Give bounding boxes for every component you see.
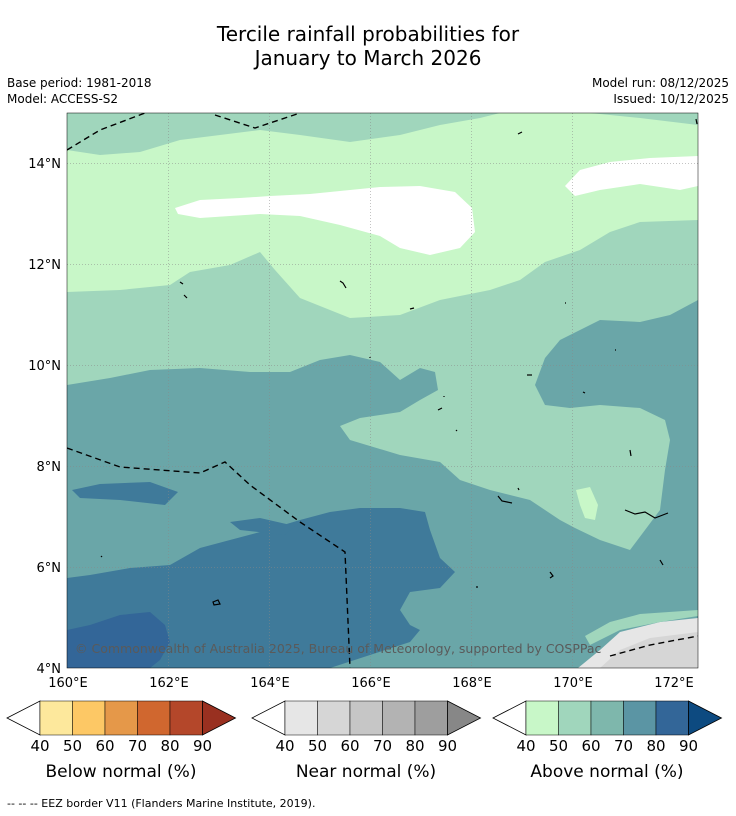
colorbar-below-tick: 40 [30, 737, 49, 755]
colorbar-near-segment [349, 700, 383, 736]
issued-date: Issued: 10/12/2025 [613, 92, 729, 106]
colorbar-above-segment [655, 700, 689, 736]
colorbar-above-tick: 40 [516, 737, 535, 755]
colorbar-above-segment [525, 700, 559, 736]
colorbar-near-extend-low [251, 700, 286, 736]
colorbar-below-segment [72, 700, 106, 736]
colorbar-above-segment [590, 700, 624, 736]
lat-label-6n: 6°N [37, 561, 62, 576]
colorbar-below-tick: 50 [63, 737, 82, 755]
band-above-50-top-right [590, 113, 698, 125]
map-frame [66, 112, 699, 669]
colorbar-near-tick: 80 [405, 737, 424, 755]
colorbar-below-tick: 60 [95, 737, 114, 755]
band-above-50-top [67, 113, 500, 155]
colorbar-below-tick: 90 [193, 737, 212, 755]
colorbar-near-segment [382, 700, 416, 736]
colorbar-near-tick: 40 [275, 737, 294, 755]
graticule [67, 113, 698, 668]
band-above-80 [67, 612, 170, 668]
lat-label-12n: 12°N [28, 258, 61, 273]
colorbar-near-segment [414, 700, 448, 736]
colorbar-above-tick: 50 [549, 737, 568, 755]
colorbar-below-segment [137, 700, 171, 736]
colorbar-below-tick: 80 [160, 737, 179, 755]
colorbar-above-tick: 80 [646, 737, 665, 755]
colorbar-above-extend-high [688, 700, 723, 736]
colorbar-below-tick: 70 [128, 737, 147, 755]
colorbar-near-extend-high [447, 700, 482, 736]
band-above-70-left [72, 482, 178, 505]
band-above-40-islet [576, 487, 598, 520]
colorbar-near-segment [317, 700, 351, 736]
lon-label-160e: 160°E [48, 676, 88, 691]
islands [100, 118, 698, 606]
colorbar-title-below: Below normal (%) [45, 762, 197, 782]
no-signal-area-2 [565, 156, 698, 196]
colorbar-above-tick: 60 [581, 737, 600, 755]
colorbar-near-tick: 70 [373, 737, 392, 755]
no-signal-area-1 [175, 186, 475, 255]
meta-right: Model run: 08/12/2025 Issued: 10/12/2025 [592, 75, 729, 107]
base-period: Base period: 1981-2018 [7, 76, 152, 90]
colorbar-near-tick: 90 [438, 737, 457, 755]
colorbar-below-segment [104, 700, 138, 736]
band-above-70-strip [230, 518, 295, 535]
band-above-50-corner [585, 610, 698, 645]
model-run: Model run: 08/12/2025 [591, 76, 729, 90]
lon-label-164e: 164°E [250, 676, 290, 691]
colorbar-above-tick: 70 [614, 737, 633, 755]
colorbar-near-tick: 50 [308, 737, 327, 755]
lon-label-162e: 162°E [149, 676, 189, 691]
title-line-1: Tercile rainfall probabilities for [216, 22, 520, 46]
colorbar-above-tick: 90 [679, 737, 698, 755]
lon-label-166e: 166°E [351, 676, 391, 691]
colorbar-below-extend-low [6, 700, 41, 736]
colorbar-above-segment [558, 700, 592, 736]
colorbar-below-segment [39, 700, 73, 736]
lat-label-10n: 10°N [28, 359, 61, 374]
colorbars: 40 50 60 70 80 90 40 50 60 70 80 90 40 50 60 70 80 90 [6, 700, 723, 755]
colorbar-near-tick: 60 [340, 737, 359, 755]
lat-label-4n: 4°N [37, 662, 62, 677]
map-fill-area [67, 113, 698, 668]
copyright-notice: © Commonwealth of Australia 2025, Bureau… [75, 641, 601, 656]
map-title: Tercile rainfall probabilities for Janua… [0, 22, 736, 70]
lon-label-168e: 168°E [452, 676, 492, 691]
title-line-2: January to March 2026 [254, 46, 482, 70]
colorbar-title-above: Above normal (%) [530, 762, 684, 782]
colorbar-above-extend-low [492, 700, 527, 736]
meta-left: Base period: 1981-2018 Model: ACCESS-S2 [7, 75, 152, 107]
latitude-labels: 14°N 12°N 10°N 8°N 6°N 4°N [28, 157, 61, 677]
colorbar-above-segment [623, 700, 657, 736]
lon-label-172e: 172°E [654, 676, 694, 691]
colorbar-below-extend-high [202, 700, 237, 736]
lat-label-14n: 14°N [28, 157, 61, 172]
longitude-labels: 160°E 162°E 164°E 166°E 168°E 170°E 172°… [48, 676, 694, 691]
lon-label-170e: 170°E [553, 676, 593, 691]
model-name: Model: ACCESS-S2 [7, 92, 119, 106]
eez-borders [67, 113, 698, 668]
colorbar-title-near: Near normal (%) [295, 762, 437, 782]
eez-footnote: -- -- -- EEZ border V11 (Flanders Marine… [7, 797, 316, 810]
colorbar-near-segment [284, 700, 318, 736]
lat-label-8n: 8°N [37, 460, 62, 475]
colorbar-below-segment [169, 700, 203, 736]
